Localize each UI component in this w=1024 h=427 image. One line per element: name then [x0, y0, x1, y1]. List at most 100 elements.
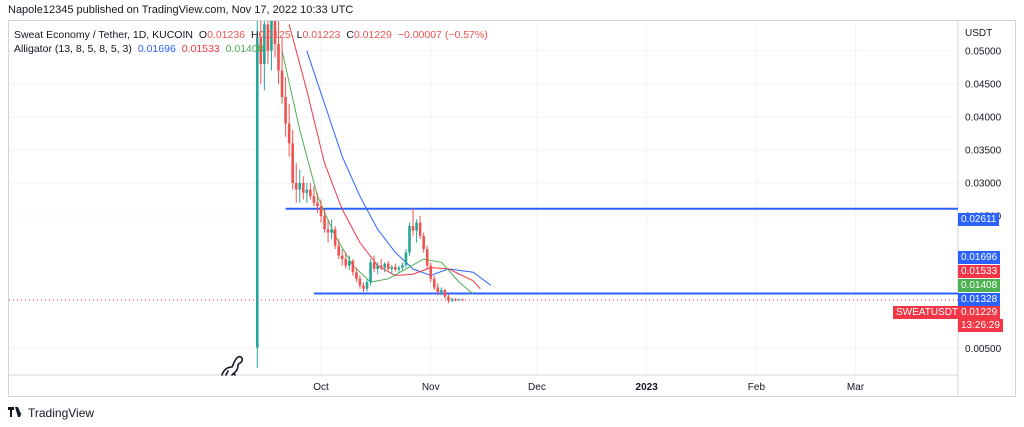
candle — [323, 209, 326, 233]
candle-body — [259, 37, 263, 64]
candle — [394, 263, 397, 272]
candle-body — [411, 225, 415, 231]
candle-body — [383, 263, 387, 268]
candle-body — [365, 282, 369, 289]
candle — [429, 262, 433, 283]
price-axis-tick: 0.04000 — [965, 112, 1002, 123]
candle — [305, 182, 309, 203]
candle-body — [263, 24, 266, 64]
candle-body — [443, 290, 447, 297]
price-axis-tick: 0.05000 — [965, 46, 1002, 57]
candle-body — [323, 216, 326, 230]
candle — [284, 77, 287, 137]
alligator-jaw-value: 0.01696 — [137, 43, 176, 55]
candle-body — [302, 182, 305, 193]
candle-body — [362, 285, 365, 289]
candle — [365, 278, 369, 292]
candle-body — [454, 299, 457, 301]
candle — [255, 21, 259, 369]
candle-body — [450, 299, 454, 301]
candle-body — [266, 24, 270, 51]
candle-body — [404, 252, 408, 265]
price-axis-currency: USDT — [965, 28, 992, 39]
candle — [280, 37, 284, 104]
candle — [408, 222, 411, 256]
candle-body — [340, 255, 344, 259]
candle-body — [277, 44, 280, 71]
candle — [411, 208, 415, 236]
alligator-legend[interactable]: Alligator (13, 8, 5, 8, 5, 3) 0.01696 0.… — [14, 43, 267, 55]
candle-body — [333, 229, 337, 246]
dinosaur-path — [221, 355, 244, 376]
candle-body — [418, 222, 422, 236]
candle — [340, 249, 344, 266]
candle-body — [425, 249, 429, 266]
candle-body — [376, 265, 379, 269]
candle-body — [358, 278, 362, 286]
candle — [316, 192, 319, 213]
candle — [457, 298, 461, 301]
candle — [404, 249, 408, 268]
symbol-legend[interactable]: Sweat Economy / Tether, 1D, KUCOIN O0.01… — [14, 29, 491, 41]
candle — [390, 264, 394, 275]
candle-body — [305, 189, 309, 193]
candle — [383, 262, 387, 273]
candle — [461, 298, 464, 301]
candle — [333, 225, 337, 250]
candle — [376, 262, 379, 275]
price-change: −0.00007 (−0.57%) — [397, 29, 488, 41]
time-axis-tick: 2023 — [636, 382, 659, 393]
price-axis-tick: 0.03000 — [965, 178, 1002, 189]
candle-body — [429, 265, 433, 279]
price-axis-tick: 0.04500 — [965, 79, 1002, 90]
candle — [319, 199, 323, 223]
candle-body — [440, 290, 443, 293]
candle — [337, 239, 340, 259]
candle — [369, 259, 372, 286]
candle — [259, 21, 263, 84]
candle-body — [298, 182, 302, 190]
candle — [344, 252, 348, 269]
candle-body — [284, 97, 287, 124]
candle-body — [326, 229, 330, 233]
candle — [440, 287, 443, 296]
candle — [273, 21, 277, 58]
candle — [372, 255, 376, 273]
ohlc-high: H0.0125 — [250, 29, 291, 41]
candle-body — [319, 206, 323, 217]
ohlc-open: O0.01236 — [198, 29, 246, 41]
countdown-tag: 13:26:29 — [958, 319, 1003, 332]
candle — [436, 283, 440, 296]
candle — [415, 219, 418, 243]
candle-body — [294, 182, 298, 190]
footer-brand[interactable]: TradingView — [8, 406, 94, 420]
alligator-teeth-line — [288, 24, 481, 290]
candle-body — [355, 272, 358, 279]
candle — [302, 176, 305, 200]
alligator-lips-value: 0.01408 — [225, 43, 264, 55]
alligator-title: Alligator (13, 8, 5, 8, 5, 3) — [14, 43, 132, 55]
candle — [418, 216, 422, 240]
candle-body — [280, 70, 284, 98]
dinosaur-icon[interactable] — [221, 355, 244, 376]
candle-body — [287, 123, 291, 144]
candle-body — [401, 264, 404, 268]
candle — [287, 103, 291, 157]
candle — [355, 267, 358, 283]
candle — [277, 21, 280, 84]
candle — [263, 21, 266, 91]
candle — [401, 262, 404, 271]
candle — [447, 294, 450, 304]
plot-area — [9, 21, 958, 369]
time-axis-tick: Oct — [313, 382, 329, 393]
candle-body — [291, 143, 294, 183]
candle-body — [397, 267, 401, 270]
level-high-tag: 0.02611 — [958, 213, 1000, 226]
candle — [266, 21, 270, 64]
alligator-teeth-value: 0.01533 — [181, 43, 220, 55]
candle — [358, 275, 362, 289]
alligator-jaw-line — [306, 50, 492, 286]
ohlc-close: C0.01229 — [346, 29, 392, 41]
jaw-tag: 0.01696 — [958, 251, 1001, 264]
